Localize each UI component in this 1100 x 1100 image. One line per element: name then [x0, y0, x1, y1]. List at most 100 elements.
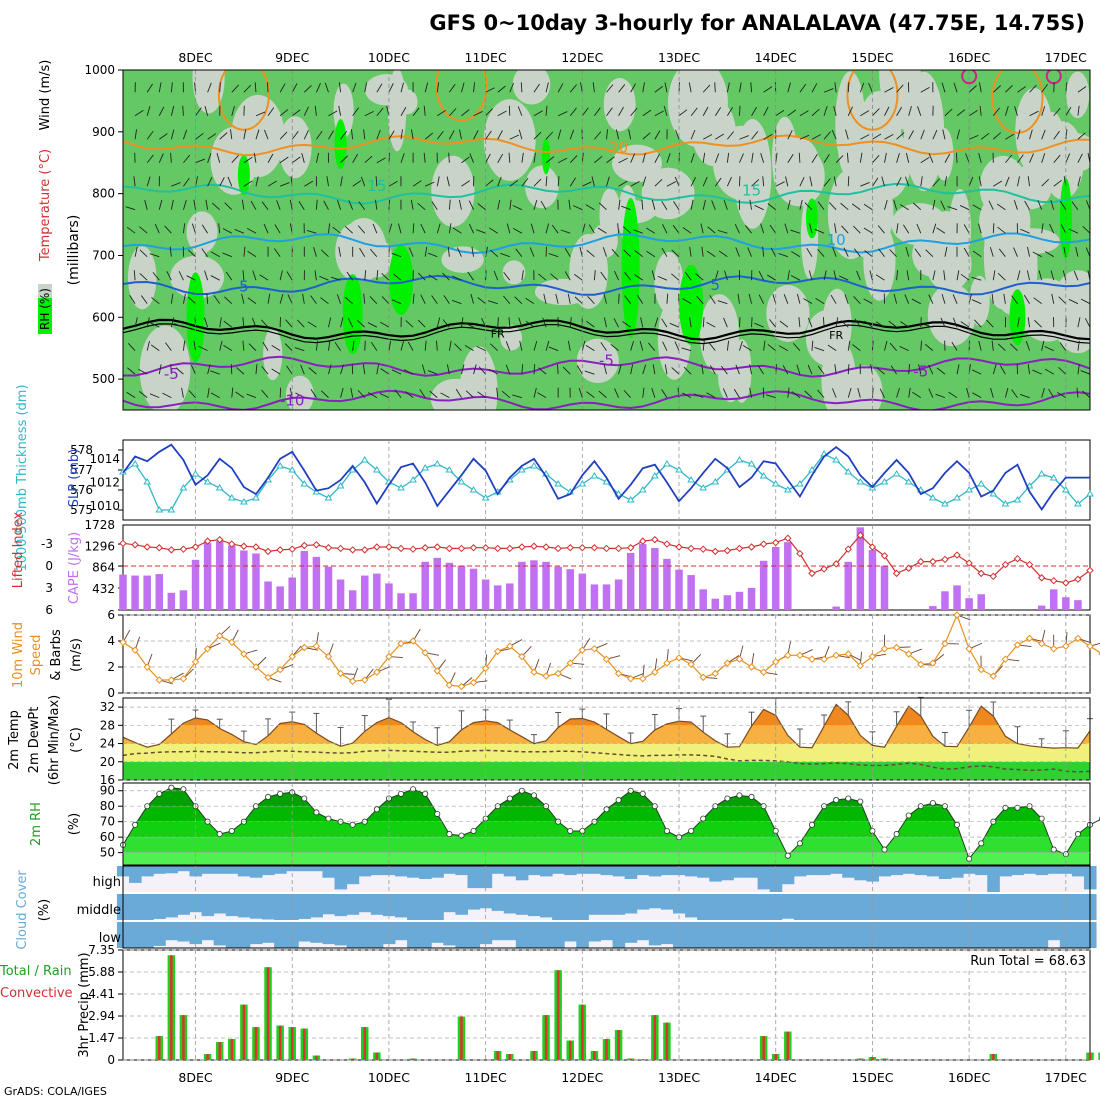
wind-speed-point	[614, 669, 623, 678]
wind-barb	[201, 248, 208, 257]
wind-barb	[1029, 110, 1039, 117]
wind-speed-point	[361, 676, 369, 684]
wind-barb	[533, 152, 536, 163]
wind-barb	[811, 153, 818, 163]
li-point	[651, 535, 659, 544]
cape-bar	[856, 527, 865, 610]
wind-speed-point	[759, 668, 768, 676]
y-tick-label: 4	[107, 634, 115, 648]
wind-barb	[473, 82, 476, 93]
wind-speed-point	[276, 665, 284, 674]
wind-barb	[684, 271, 692, 281]
wind-barb	[924, 343, 934, 351]
wind-barb	[126, 226, 136, 234]
wind-barb	[508, 152, 511, 163]
wind-barb	[357, 389, 366, 398]
wind-barb	[908, 130, 914, 140]
wind-barb	[747, 247, 752, 257]
wind-barb	[182, 105, 184, 116]
date-label-top: 15DEC	[851, 50, 893, 65]
wind-barb	[1049, 223, 1055, 234]
wind-barb	[469, 153, 474, 163]
rh-dry-patch	[1008, 165, 1052, 210]
wind-barb	[951, 341, 958, 351]
wind-barb	[1027, 317, 1031, 328]
li-point	[977, 569, 985, 578]
wind-barb	[754, 322, 764, 328]
cloud-cell	[213, 866, 227, 874]
cloud-cell	[274, 866, 287, 874]
wind-barb	[569, 155, 578, 164]
cloud-cell	[600, 866, 614, 876]
thickness-point	[965, 486, 974, 493]
rh-dry-patch	[667, 70, 728, 148]
wind-barb	[253, 152, 257, 163]
cloud-cell	[346, 922, 360, 948]
cloud-cell	[890, 922, 904, 948]
wind-barb	[307, 321, 317, 328]
wind-barb	[690, 199, 694, 210]
wind-barb	[682, 298, 692, 305]
thickness-point	[747, 460, 756, 467]
wind-barb	[533, 340, 538, 351]
li-point	[469, 544, 478, 552]
precip-convective-bar	[992, 1054, 995, 1060]
cloud-cell	[515, 894, 529, 915]
wind-barb	[485, 153, 491, 163]
wind-barb	[990, 387, 994, 398]
wind-speed-point	[264, 673, 272, 682]
wind-barb	[381, 272, 390, 281]
thickness-point	[143, 478, 152, 485]
wind-barb	[1033, 297, 1042, 305]
wind-barb	[1073, 270, 1079, 281]
date-label-top: 8DEC	[178, 50, 212, 65]
wind-barb	[758, 271, 765, 281]
wind-barb	[291, 156, 301, 164]
wind-barb	[1060, 201, 1067, 210]
wind-speed-point	[203, 645, 212, 653]
wind-barb	[690, 177, 696, 187]
cape-bar	[445, 562, 454, 610]
wind-barb	[336, 294, 342, 304]
wind-barb	[436, 340, 438, 351]
precip-convective-bar	[496, 1051, 499, 1060]
cloud-cell	[503, 894, 517, 914]
wind-barb	[319, 275, 329, 281]
li-point	[772, 538, 780, 547]
wind-barb	[762, 176, 765, 187]
thickness-point	[215, 484, 224, 491]
wind-barb	[352, 153, 359, 163]
cape-bar	[409, 593, 417, 610]
rh-moist-patch	[334, 119, 347, 170]
temp-axis-label-1: 2m Temp	[7, 710, 22, 770]
wind-barb	[675, 129, 680, 140]
wind-barb	[170, 199, 174, 210]
wind-barb	[421, 364, 426, 375]
y-tick-label: 1014	[89, 452, 120, 466]
wind-barb	[183, 177, 190, 187]
wind-barb	[170, 364, 172, 375]
cloud-cell	[249, 922, 263, 945]
wind-barb	[978, 152, 982, 163]
cloud-cell	[358, 922, 372, 948]
li-point	[989, 572, 998, 581]
rh-dry-patch	[502, 260, 526, 285]
wind-speed-point	[288, 652, 296, 661]
cloud-cell	[624, 894, 638, 914]
wind-barb	[651, 199, 656, 210]
precip-convective-bar	[290, 1027, 294, 1060]
wind-barb	[219, 132, 228, 140]
wind-barb	[727, 131, 735, 140]
wind-barb	[714, 107, 722, 116]
wind-barb	[350, 387, 354, 398]
thickness-point	[590, 472, 599, 479]
wind-barb	[139, 273, 148, 281]
wind-barb	[615, 129, 620, 140]
thickness-point	[771, 480, 780, 487]
cloud-axis-label: Cloud Cover	[15, 870, 30, 950]
wind-barb	[823, 106, 828, 116]
wind-barb	[328, 223, 331, 234]
wind-barb	[1053, 130, 1060, 140]
wind-barb	[928, 388, 934, 398]
